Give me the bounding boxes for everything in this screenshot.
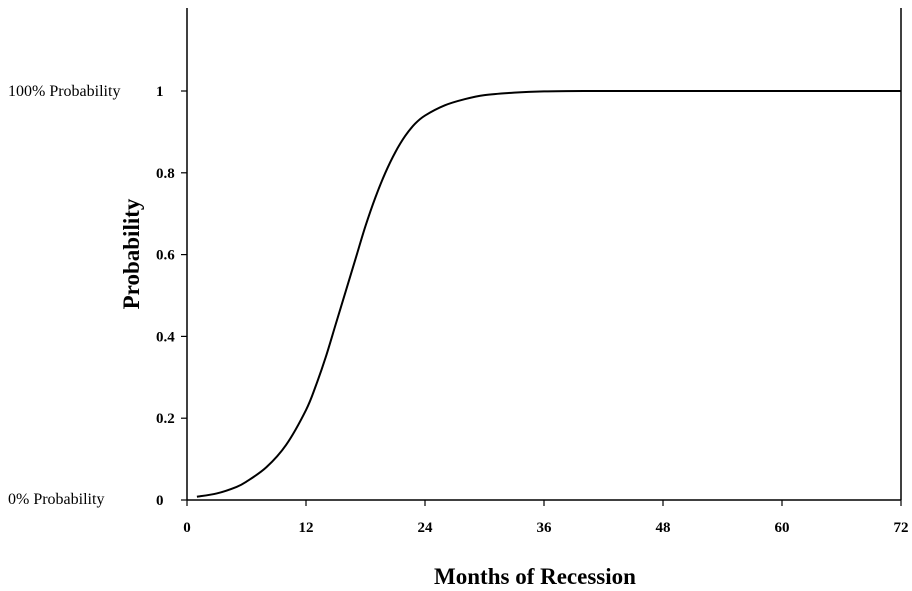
- x-tick-label: 72: [894, 520, 909, 536]
- y-tick-label: 0: [156, 493, 164, 509]
- y-tick-label: 1: [156, 84, 164, 100]
- tick-marks: [181, 90, 902, 506]
- y-tick-labels: 0 0.2 0.4 0.6 0.8 1: [156, 84, 175, 509]
- x-tick-label: 24: [418, 520, 434, 536]
- y-tick-label: 0.2: [156, 411, 175, 427]
- top-probability-label: 100% Probability: [8, 83, 120, 100]
- y-axis-title: Probability: [119, 198, 144, 309]
- x-axis-title: Months of Recession: [434, 564, 636, 589]
- x-tick-label: 12: [299, 520, 314, 536]
- probability-curve: [196, 89, 902, 498]
- x-tick-label: 36: [537, 520, 553, 536]
- y-tick-label: 0.4: [156, 329, 175, 345]
- x-tick-label: 0: [183, 520, 191, 536]
- y-tick-label: 0.8: [156, 166, 175, 182]
- x-tick-label: 60: [775, 520, 790, 536]
- bottom-probability-label: 0% Probability: [8, 491, 104, 508]
- x-tick-label: 48: [656, 520, 671, 536]
- x-tick-labels: 0 12 24 36 48 60 72: [183, 520, 908, 536]
- y-tick-label: 0.6: [156, 248, 175, 264]
